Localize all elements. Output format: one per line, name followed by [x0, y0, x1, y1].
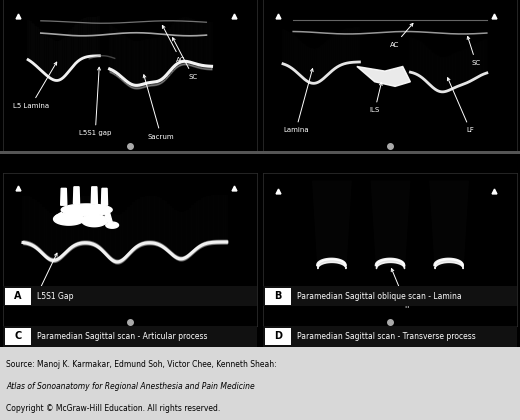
Text: Paramedian Sagittal scan - Articular process: Paramedian Sagittal scan - Articular pro…: [37, 332, 207, 341]
Text: A: A: [14, 291, 22, 301]
Text: AP: AP: [28, 253, 57, 307]
Polygon shape: [159, 334, 520, 420]
Text: TP: TP: [391, 268, 411, 309]
Text: SC: SC: [467, 37, 480, 66]
Polygon shape: [105, 213, 112, 222]
Polygon shape: [0, 158, 361, 324]
Polygon shape: [159, 158, 520, 324]
Text: Paramedian Sagittal oblique scan - Lamina: Paramedian Sagittal oblique scan - Lamin…: [297, 291, 462, 301]
Polygon shape: [54, 213, 84, 225]
Text: SC: SC: [173, 38, 198, 80]
Text: LF: LF: [447, 78, 474, 134]
Text: Paramedian Sagittal scan - Transverse process: Paramedian Sagittal scan - Transverse pr…: [297, 332, 476, 341]
Polygon shape: [106, 222, 119, 228]
Text: C: C: [14, 331, 21, 341]
Text: Atlas of Sonoanatomy for Regional Anesthesia and Pain Medicine: Atlas of Sonoanatomy for Regional Anesth…: [6, 382, 255, 391]
Text: L5 Lamina: L5 Lamina: [13, 62, 57, 109]
FancyBboxPatch shape: [265, 328, 291, 345]
Polygon shape: [101, 188, 108, 205]
Polygon shape: [73, 187, 80, 204]
Polygon shape: [82, 215, 107, 227]
Text: ILS: ILS: [370, 82, 382, 113]
FancyBboxPatch shape: [5, 288, 31, 304]
Text: B: B: [274, 291, 281, 301]
Text: L5S1 gap: L5S1 gap: [79, 67, 111, 136]
Polygon shape: [0, 334, 349, 420]
Text: Lamina: Lamina: [283, 68, 313, 134]
Text: AC: AC: [390, 24, 413, 47]
Polygon shape: [357, 66, 410, 87]
Polygon shape: [92, 187, 97, 204]
Text: D: D: [274, 331, 282, 341]
Polygon shape: [61, 188, 67, 205]
Text: Copyright © McGraw-Hill Education. All rights reserved.: Copyright © McGraw-Hill Education. All r…: [6, 404, 220, 413]
Text: AC: AC: [162, 26, 185, 63]
Text: Sacrum: Sacrum: [143, 75, 175, 139]
FancyBboxPatch shape: [265, 288, 291, 304]
Text: Source: Manoj K. Karmakar, Edmund Soh, Victor Chee, Kenneth Sheah:: Source: Manoj K. Karmakar, Edmund Soh, V…: [6, 360, 277, 369]
Polygon shape: [61, 204, 112, 216]
FancyBboxPatch shape: [5, 328, 31, 345]
Text: L5S1 Gap: L5S1 Gap: [37, 291, 73, 301]
